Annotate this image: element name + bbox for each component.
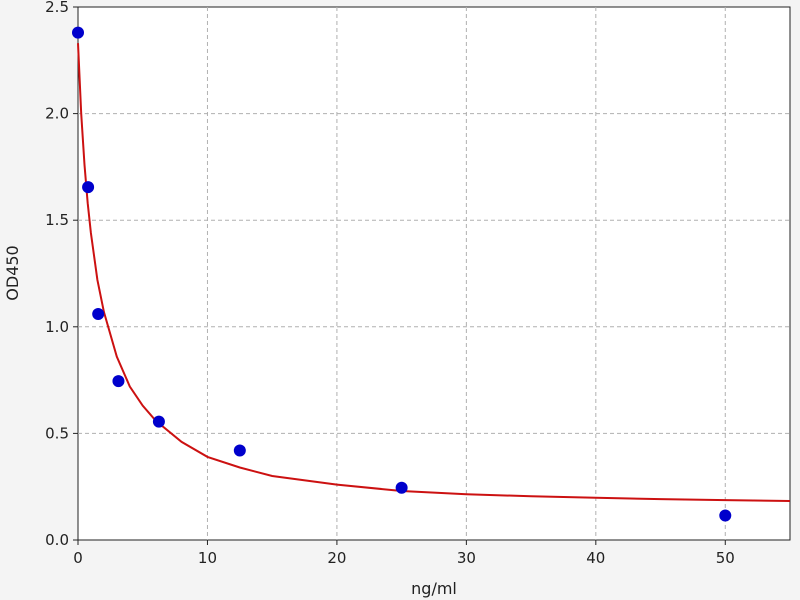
y-tick-label: 1.5 <box>45 211 69 229</box>
x-tick-label: 0 <box>73 549 83 567</box>
x-tick-label: 50 <box>716 549 735 567</box>
data-point <box>233 444 246 457</box>
data-point <box>719 509 732 522</box>
plot-area <box>77 6 791 541</box>
data-point <box>112 375 125 388</box>
data-point <box>152 415 165 428</box>
fit-curve-group <box>77 43 791 502</box>
data-point <box>72 26 84 39</box>
points-group <box>72 26 732 522</box>
y-tick-label: 2.0 <box>45 105 69 123</box>
data-point <box>395 481 408 494</box>
x-tick-label: 10 <box>198 549 217 567</box>
y-tick-label: 2.5 <box>45 0 69 16</box>
data-point <box>92 308 105 321</box>
data-point <box>82 181 95 194</box>
y-tick-label: 0.0 <box>45 531 69 549</box>
y-axis-label: OD450 <box>3 245 22 300</box>
y-tick-label: 0.5 <box>45 424 69 442</box>
x-axis-label: ng/ml <box>411 579 457 598</box>
y-tick-label: 1.0 <box>45 318 69 336</box>
x-tick-label: 30 <box>457 549 476 567</box>
grid <box>78 7 790 540</box>
x-ticks: 0 10 20 30 40 50 <box>73 540 735 567</box>
x-tick-label: 40 <box>586 549 605 567</box>
y-ticks: 0.0 0.5 1.0 1.5 2.0 2.5 <box>45 0 78 549</box>
x-tick-label: 20 <box>327 549 346 567</box>
fit-curve <box>77 43 791 502</box>
